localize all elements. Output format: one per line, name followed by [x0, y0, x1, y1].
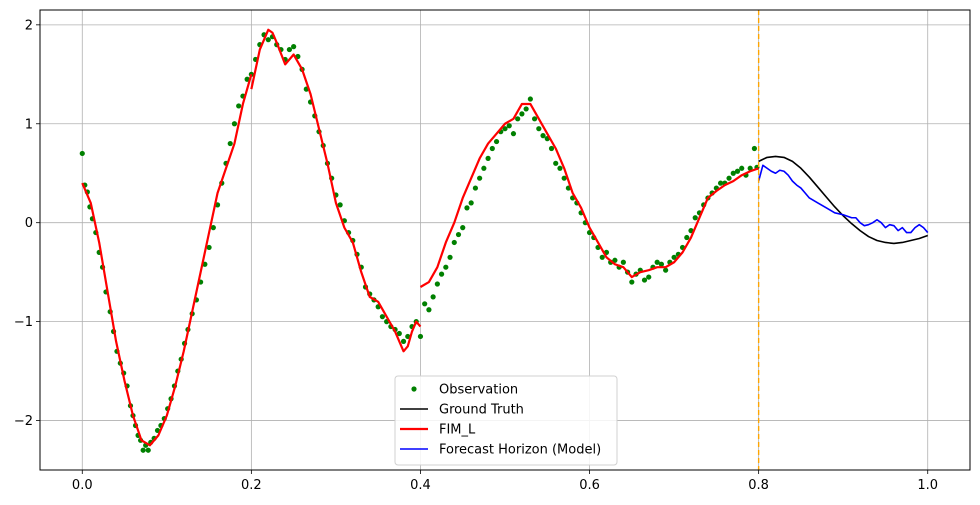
observation-point	[536, 126, 542, 132]
observation-point	[531, 116, 538, 122]
observation-point	[443, 264, 449, 270]
observation-point	[523, 106, 529, 112]
observation-point	[265, 37, 271, 43]
observation-point	[692, 215, 698, 221]
legend-label: Forecast Horizon (Model)	[439, 443, 601, 458]
observation-point	[515, 116, 521, 122]
legend: Observation Ground Truth FIM_L Forecast Hor…	[394, 375, 618, 466]
legend-label: Ground Truth	[439, 403, 524, 418]
observation-point	[641, 277, 648, 283]
y-tick-label: 2	[25, 18, 33, 33]
observation-point	[447, 254, 453, 260]
y-tick-label: 0	[25, 216, 33, 231]
x-tick-label: 0.2	[241, 478, 262, 493]
observation-point	[510, 131, 517, 137]
observation-point	[396, 330, 402, 337]
observation-point	[405, 333, 411, 340]
x-tick-label: 0.0	[72, 478, 93, 493]
observation-point	[671, 254, 677, 260]
observation-point	[422, 301, 428, 307]
observation-point	[379, 314, 386, 320]
observation-point	[472, 185, 479, 191]
legend-marker-dot	[411, 386, 417, 392]
fim-l-series	[81, 28, 760, 447]
y-tick-label: −2	[14, 414, 33, 429]
observation-point	[527, 96, 533, 102]
observation-point	[489, 145, 495, 152]
observation-point	[726, 175, 732, 181]
observation-point	[553, 160, 559, 166]
observation-point	[485, 155, 491, 161]
observation-point	[236, 103, 242, 109]
legend-label: Observation	[439, 383, 518, 398]
observation-point	[654, 259, 660, 265]
observation-point	[599, 254, 605, 260]
plot-area	[79, 10, 929, 470]
legend-box	[394, 375, 618, 466]
observation-point	[730, 170, 736, 176]
fim-l-line-segment	[250, 28, 422, 353]
observation-point	[646, 274, 652, 280]
observation-point	[477, 175, 483, 181]
observation-point	[455, 231, 462, 238]
observation-point	[629, 279, 635, 285]
legend-label: FIM_L	[439, 423, 476, 438]
axes-frame	[39, 9, 971, 471]
observation-point	[502, 126, 508, 132]
observation-point	[140, 447, 146, 453]
x-tick-label: 0.6	[579, 478, 600, 493]
observation-point	[464, 205, 470, 211]
observation-point	[210, 225, 216, 231]
observation-point	[540, 133, 546, 139]
y-tick-label: 1	[25, 117, 33, 132]
observation-point	[481, 165, 487, 171]
y-tick-label: −1	[14, 315, 33, 330]
observation-point	[734, 168, 741, 174]
observation-point	[717, 180, 724, 186]
observation-point	[244, 76, 250, 82]
observation-point	[231, 121, 238, 127]
observation-point	[663, 267, 669, 273]
x-tick-label: 0.4	[410, 478, 431, 493]
observation-point	[400, 338, 407, 344]
observation-point	[684, 234, 690, 241]
observation-point	[460, 225, 466, 231]
observation-point	[658, 261, 665, 267]
observation-point	[337, 202, 343, 208]
observation-point	[286, 46, 293, 53]
fim-l-line-segment	[81, 73, 253, 447]
observation-point	[506, 123, 512, 129]
observation-point	[145, 447, 151, 453]
observation-point	[79, 150, 85, 157]
observation-point	[451, 239, 457, 246]
observation-point	[557, 165, 563, 171]
observation-point	[739, 165, 745, 171]
observation-point	[548, 145, 555, 152]
observation-point	[206, 244, 212, 251]
x-tick-label: 1.0	[917, 478, 938, 493]
axis-ticks: 0.0 0.2 0.4 0.6 0.8 1.0 2 1 0 −1 −2	[14, 18, 938, 493]
observation-point	[438, 271, 445, 277]
observation-point	[751, 145, 758, 152]
observation-point	[612, 257, 618, 263]
observation-point	[493, 138, 500, 145]
observation-point	[747, 165, 753, 171]
observation-point	[468, 200, 474, 206]
observation-point	[426, 307, 432, 313]
observation-point	[434, 281, 440, 287]
observation-point	[291, 44, 297, 50]
observation-point	[430, 294, 436, 300]
observation-point	[519, 111, 525, 117]
observation-point	[561, 175, 567, 181]
forecast-horizon-model-line	[757, 164, 929, 234]
observation-point	[227, 140, 233, 147]
ground-truth-line	[758, 155, 928, 245]
x-tick-label: 0.8	[748, 478, 769, 493]
observation-point	[417, 333, 424, 340]
observation-point	[620, 259, 626, 265]
fim-l-line-segment	[419, 102, 760, 288]
